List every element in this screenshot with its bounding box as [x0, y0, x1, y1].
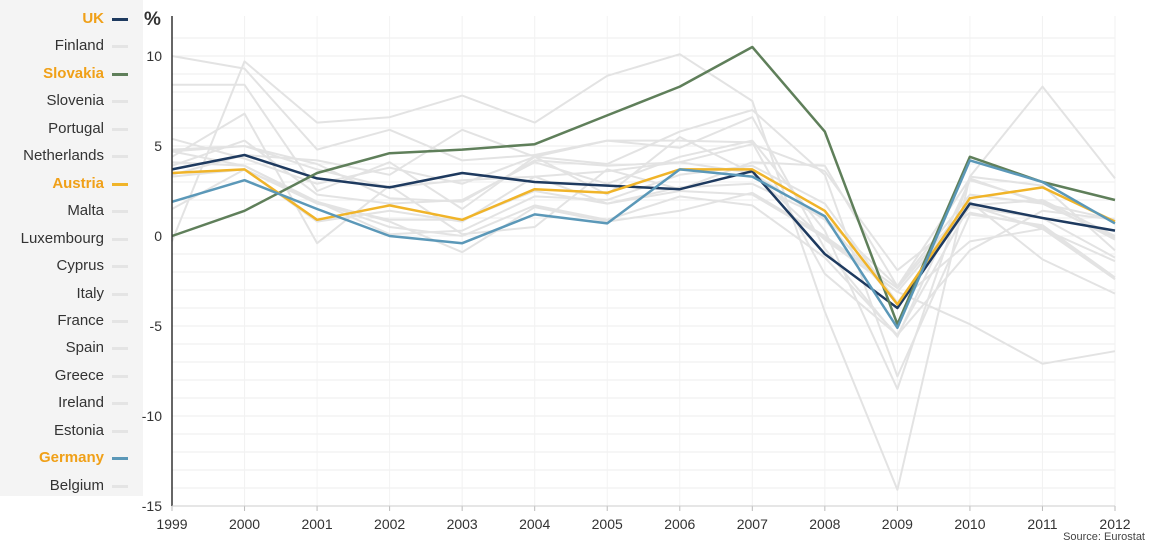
legend-swatch	[112, 319, 128, 323]
legend-swatch	[112, 402, 128, 406]
legend-swatch	[112, 347, 128, 351]
series-line-austria[interactable]	[171, 168, 1116, 306]
x-tick-label: 2003	[447, 516, 478, 532]
legend-item-slovenia[interactable]: Slovenia	[46, 92, 104, 110]
y-tick-label: -15	[142, 498, 162, 514]
legend-swatch	[112, 484, 128, 488]
legend-item-uk[interactable]: UK	[82, 10, 104, 27]
legend-swatch	[112, 292, 128, 296]
legend-item-ireland[interactable]: Ireland	[58, 394, 104, 412]
x-tick-label: 2012	[1099, 516, 1130, 532]
legend-item-france[interactable]: France	[57, 311, 104, 329]
y-tick-label: 10	[146, 48, 162, 64]
legend-swatch	[112, 127, 128, 131]
legend-item-germany[interactable]: Germany	[38, 449, 104, 467]
x-tick-label: 2000	[229, 516, 260, 532]
y-tick-label: 0	[154, 228, 162, 244]
grid	[172, 16, 1116, 506]
y-tick-label: 5	[154, 138, 162, 154]
highlighted-series	[171, 45, 1116, 330]
legend-swatch	[112, 100, 128, 104]
x-tick-label: 2008	[809, 516, 840, 532]
x-tick-label: 2006	[664, 516, 695, 532]
legend-panel	[0, 0, 143, 496]
legend-item-cyprus[interactable]: Cyprus	[56, 257, 104, 275]
x-tick-label: 2002	[374, 516, 405, 532]
legend-swatch	[112, 374, 128, 378]
legend-swatch	[112, 45, 128, 49]
y-axis: 10 5 0 -5 -10 -15	[142, 48, 162, 514]
series-line-ireland[interactable]	[171, 55, 1116, 336]
x-tick-label: 2001	[301, 516, 332, 532]
series-line-germany[interactable]	[171, 159, 1116, 330]
legend-swatch	[112, 210, 128, 214]
legend-item-malta[interactable]: Malta	[67, 202, 104, 220]
legend-swatch	[112, 429, 128, 433]
legend-item-portugal[interactable]: Portugal	[48, 119, 104, 137]
legend-item-luxembourg[interactable]: Luxembourg	[20, 229, 104, 247]
legend-item-greece[interactable]: Greece	[54, 366, 104, 384]
x-tick-label: 2004	[519, 516, 550, 532]
legend-item-spain[interactable]: Spain	[65, 339, 104, 357]
x-tick-label: 2011	[1027, 516, 1057, 532]
source-note: Source: Eurostat	[1063, 531, 1145, 543]
legend-swatch	[112, 457, 128, 461]
legend-item-netherlands[interactable]: Netherlands	[23, 147, 104, 165]
series-line-estonia[interactable]	[171, 53, 1116, 491]
series-line-luxembourg[interactable]	[172, 83, 1116, 338]
x-tick-label: 2007	[737, 516, 768, 532]
series-line-greece[interactable]	[171, 128, 1116, 365]
legend-swatch	[112, 155, 128, 159]
legend-item-estonia[interactable]: Estonia	[53, 421, 104, 439]
x-tick-label: 2010	[954, 516, 985, 532]
y-axis-label: %	[144, 9, 161, 30]
legend-item-finland[interactable]: Finland	[54, 37, 104, 55]
x-tick-label: 1999	[156, 516, 187, 532]
x-tick-label: 2005	[592, 516, 623, 532]
series-line-finland[interactable]	[171, 139, 1116, 390]
legend-item-belgium[interactable]: Belgium	[49, 476, 104, 494]
legend-item-italy[interactable]: Italy	[76, 284, 104, 302]
series-line-slovenia[interactable]	[171, 109, 1116, 378]
legend-swatch	[112, 237, 128, 241]
legend-swatch	[112, 182, 128, 186]
legend-swatch	[112, 18, 128, 21]
series-line-slovakia[interactable]	[171, 45, 1116, 326]
x-tick-label: 2009	[882, 516, 913, 532]
y-tick-label: -5	[150, 318, 163, 334]
x-axis: 1999 2000 2001 2002 2003 2004 2005 2006 2007 2008…	[156, 506, 1131, 532]
legend-item-austria[interactable]: Austria	[52, 174, 104, 192]
series-line-uk[interactable]	[171, 153, 1116, 310]
legend-swatch	[112, 265, 128, 269]
legend-swatch	[112, 72, 128, 76]
y-tick-label: -10	[142, 408, 162, 424]
series-line-malta[interactable]	[171, 112, 1116, 288]
legend-item-slovakia[interactable]: Slovakia	[43, 64, 104, 82]
